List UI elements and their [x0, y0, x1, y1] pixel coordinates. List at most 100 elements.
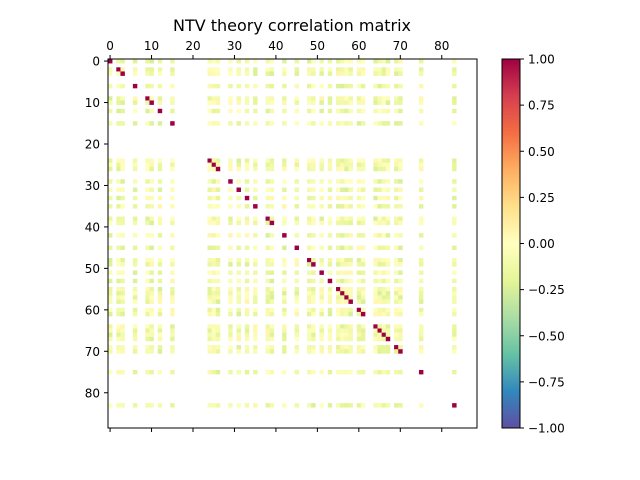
matrix-cell [344, 233, 349, 238]
matrix-cell [340, 220, 345, 226]
matrix-cell [418, 287, 424, 292]
matrix-cell [394, 311, 399, 317]
matrix-cell [132, 233, 138, 238]
matrix-cell [116, 158, 121, 163]
matrix-cell [356, 100, 362, 105]
matrix-cell [327, 121, 333, 126]
matrix-cell [348, 336, 353, 342]
matrix-cell [348, 295, 353, 300]
matrix-cell [307, 369, 312, 375]
matrix-cell [311, 403, 316, 408]
matrix-cell [356, 220, 362, 226]
diagonal-cell [311, 262, 316, 267]
matrix-cell [108, 258, 113, 263]
matrix-cell [265, 158, 270, 163]
matrix-cell [418, 71, 424, 76]
matrix-cell [149, 121, 154, 126]
matrix-cell [228, 332, 233, 338]
matrix-cell [116, 262, 121, 267]
matrix-cell [377, 204, 382, 209]
matrix-cell [418, 245, 424, 251]
matrix-cell [215, 270, 221, 275]
matrix-cell [253, 349, 258, 354]
matrix-cell [149, 220, 154, 226]
matrix-cell [418, 270, 424, 275]
matrix-cell [228, 220, 233, 226]
matrix-cell [269, 287, 275, 292]
matrix-cell [211, 233, 217, 238]
matrix-cell [385, 158, 391, 163]
matrix-cell [265, 403, 270, 408]
matrix-cell [132, 311, 138, 317]
matrix-cell [120, 307, 125, 313]
matrix-cell [356, 166, 362, 172]
matrix-cell [244, 324, 250, 329]
matrix-cell [253, 59, 258, 64]
x-axis-ticks: 0 10 20 30 40 50 60 70 80 [106, 39, 449, 432]
matrix-cell [360, 187, 366, 192]
matrix-cell [253, 233, 258, 238]
matrix-cell [348, 307, 353, 313]
matrix-cell [418, 96, 424, 101]
matrix-cell [327, 291, 333, 296]
matrix-cell [269, 278, 275, 284]
x-tick-label: 80 [434, 39, 449, 53]
matrix-cell [348, 108, 353, 114]
matrix-cell [149, 345, 154, 350]
matrix-cell [120, 233, 125, 238]
matrix-cell [398, 299, 403, 304]
matrix-cell [319, 83, 324, 89]
matrix-cell [294, 204, 300, 209]
matrix-cell [215, 287, 221, 292]
matrix-cell [149, 328, 154, 333]
matrix-cell [269, 349, 275, 354]
matrix-cell [149, 108, 154, 114]
matrix-cell [215, 71, 221, 76]
matrix-cell [311, 204, 316, 209]
matrix-cell [269, 59, 275, 64]
matrix-cell [327, 220, 333, 226]
matrix-cell [418, 324, 424, 329]
matrix-cell [211, 121, 217, 126]
matrix-cell [120, 216, 125, 221]
matrix-cell [211, 96, 217, 101]
matrix-cell [265, 204, 270, 209]
matrix-cell [149, 262, 154, 267]
matrix-cell [377, 179, 382, 184]
matrix-cell [336, 108, 341, 114]
matrix-cell [307, 220, 312, 226]
x-tick-label: 10 [144, 39, 159, 53]
matrix-cell [236, 158, 241, 163]
matrix-cell [253, 245, 258, 251]
matrix-cell [207, 187, 212, 192]
matrix-cell [244, 369, 250, 375]
matrix-cell [336, 195, 341, 201]
matrix-cell [307, 324, 312, 329]
matrix-cell [211, 59, 217, 64]
matrix-cell [377, 162, 382, 168]
matrix-cell [211, 299, 217, 304]
matrix-cell [385, 278, 391, 284]
diagonal-cell [394, 345, 399, 350]
matrix-cell [253, 332, 258, 338]
matrix-cell [253, 121, 258, 126]
matrix-cell [132, 166, 138, 172]
matrix-cell [319, 59, 324, 64]
matrix-cell [282, 195, 287, 201]
matrix-cell [377, 307, 382, 313]
matrix-cell [360, 195, 366, 201]
matrix-cell [120, 67, 125, 72]
matrix-cell [327, 83, 333, 89]
matrix-cell [360, 67, 366, 72]
matrix-cell [340, 278, 345, 284]
matrix-cell [377, 369, 382, 375]
matrix-cell [149, 403, 154, 408]
matrix-cell [269, 162, 275, 168]
matrix-cell [116, 299, 121, 304]
matrix-cell [385, 108, 391, 114]
matrix-cell [327, 162, 333, 168]
matrix-cell [307, 195, 312, 201]
matrix-cell [244, 287, 250, 292]
diagonal-cell [385, 336, 391, 342]
matrix-cell [132, 349, 138, 354]
